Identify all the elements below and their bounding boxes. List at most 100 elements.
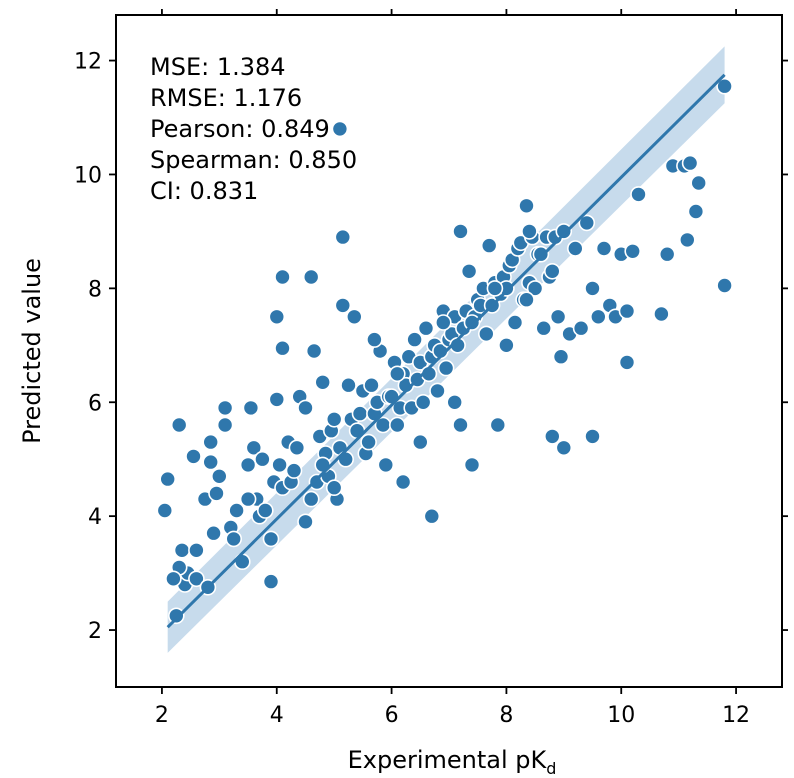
data-point — [205, 524, 222, 542]
data-point — [254, 450, 271, 468]
data-point — [486, 280, 504, 297]
data-point — [211, 467, 228, 485]
data-point — [526, 280, 544, 297]
y-tick-label: 6 — [88, 391, 102, 416]
data-point — [156, 502, 174, 519]
y-tick-label: 4 — [88, 505, 102, 530]
x-axis-title-main: Experimental pK — [348, 746, 548, 774]
regression-line-layer — [166, 73, 726, 629]
data-point — [377, 456, 395, 474]
data-point — [225, 530, 242, 548]
data-point — [434, 314, 452, 331]
data-point — [239, 456, 257, 474]
data-point — [477, 325, 495, 343]
data-point — [256, 502, 274, 519]
data-point — [463, 314, 481, 331]
data-point — [170, 416, 188, 434]
data-point — [463, 456, 481, 474]
data-point — [687, 203, 705, 220]
x-axis-title-subscript: d — [546, 759, 556, 778]
data-point — [423, 507, 441, 525]
data-point — [630, 186, 647, 203]
data-point — [411, 433, 429, 451]
data-point — [340, 376, 357, 394]
data-point — [394, 473, 412, 491]
data-point — [325, 479, 343, 497]
data-point — [208, 485, 225, 502]
data-point — [274, 268, 291, 286]
data-point — [274, 339, 291, 357]
data-point — [406, 331, 423, 348]
data-point — [518, 291, 535, 309]
data-point — [681, 154, 699, 172]
x-axis-ticks: 2 4 6 8 10 12 — [155, 9, 750, 728]
data-point — [216, 416, 234, 434]
data-point — [658, 245, 676, 263]
data-point — [535, 319, 553, 337]
data-point — [331, 120, 349, 138]
data-point — [584, 280, 601, 297]
x-tick-label: 8 — [499, 703, 513, 728]
data-point — [305, 342, 323, 360]
stat-pearson: Pearson: 0.849 — [150, 115, 330, 143]
data-point — [584, 428, 601, 445]
data-point — [268, 391, 286, 408]
data-point — [188, 541, 205, 559]
data-point — [159, 470, 176, 488]
data-point — [302, 268, 320, 286]
y-tick-label: 10 — [74, 163, 102, 188]
data-point — [239, 490, 257, 508]
data-point — [552, 348, 570, 366]
data-point — [437, 359, 455, 377]
x-tick-label: 10 — [607, 703, 635, 728]
data-point — [417, 319, 435, 337]
data-point — [532, 245, 550, 263]
data-point — [363, 376, 380, 394]
stats-box: MSE: 1.384 RMSE: 1.176 Pearson: 0.849 Sp… — [150, 53, 357, 205]
data-point — [242, 399, 260, 417]
data-point — [271, 456, 288, 474]
data-point — [360, 433, 377, 451]
stat-ci: CI: 0.831 — [150, 177, 258, 205]
stat-mse: MSE: 1.384 — [150, 53, 286, 81]
data-point — [202, 453, 219, 471]
data-point — [446, 393, 464, 411]
data-point — [314, 373, 332, 391]
data-point — [543, 262, 561, 280]
data-point — [429, 382, 446, 400]
data-point — [716, 77, 733, 95]
data-point — [262, 530, 280, 548]
data-point — [489, 416, 507, 434]
plot-frame — [115, 14, 783, 688]
data-point — [690, 174, 708, 192]
data-point — [578, 214, 596, 232]
data-point — [262, 573, 280, 590]
data-point — [566, 240, 584, 257]
data-point — [555, 439, 573, 457]
x-axis-title: Experimental pKd — [348, 746, 557, 778]
data-point — [388, 365, 406, 383]
data-point — [618, 354, 636, 371]
data-point — [460, 262, 478, 280]
data-point — [268, 308, 286, 326]
data-point — [228, 502, 245, 519]
y-tick-label: 12 — [74, 50, 102, 75]
data-point — [543, 428, 561, 445]
x-tick-label: 6 — [385, 703, 399, 728]
data-point — [168, 607, 185, 625]
data-point — [297, 399, 314, 417]
data-point — [589, 308, 607, 326]
data-point — [216, 399, 234, 417]
data-point — [716, 277, 733, 294]
data-point — [452, 416, 469, 434]
data-point — [618, 302, 636, 320]
data-point — [521, 223, 538, 240]
data-point — [173, 541, 191, 559]
data-point — [165, 570, 182, 588]
data-point — [572, 319, 590, 337]
data-point — [366, 331, 383, 348]
data-point — [202, 433, 219, 451]
x-tick-label: 12 — [722, 703, 750, 728]
data-point — [351, 405, 369, 422]
